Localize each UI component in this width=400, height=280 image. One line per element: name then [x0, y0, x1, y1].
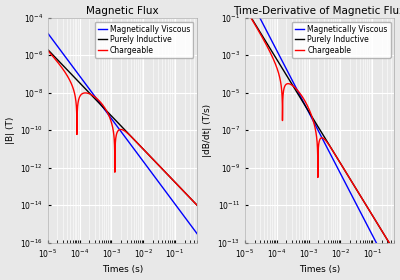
Magnetically Viscous: [315, 128, 320, 131]
Magnetically Viscous: [388, 268, 392, 271]
Line: Magnetically Viscous: Magnetically Viscous: [48, 33, 197, 234]
Purely Inductive: [315, 124, 320, 128]
Chargeable: [195, 204, 200, 207]
Chargeable: [114, 132, 119, 136]
Chargeable: [242, 6, 247, 10]
Chargeable: [190, 199, 195, 203]
Magnetically Viscous: [360, 215, 365, 218]
Chargeable: [311, 120, 316, 124]
Chargeable: [53, 58, 58, 61]
Y-axis label: |B| (T): |B| (T): [6, 116, 14, 144]
Chargeable: [118, 128, 123, 131]
Line: Chargeable: Chargeable: [245, 8, 394, 251]
Magnetically Viscous: [195, 232, 200, 236]
Chargeable: [360, 198, 365, 201]
Purely Inductive: [242, 6, 247, 9]
Line: Magnetically Viscous: Magnetically Viscous: [245, 0, 394, 278]
Purely Inductive: [118, 124, 123, 127]
Title: Magnetic Flux: Magnetic Flux: [86, 6, 159, 16]
Magnetically Viscous: [53, 42, 58, 45]
Magnetically Viscous: [190, 226, 195, 230]
Purely Inductive: [388, 243, 392, 246]
Y-axis label: |dB/dt| (T/s): |dB/dt| (T/s): [203, 104, 212, 157]
Purely Inductive: [190, 199, 195, 203]
X-axis label: Times (s): Times (s): [102, 265, 143, 274]
Purely Inductive: [250, 18, 255, 22]
Magnetically Viscous: [250, 2, 255, 5]
Purely Inductive: [53, 56, 58, 59]
Chargeable: [163, 171, 168, 174]
Purely Inductive: [360, 198, 365, 201]
Title: Time-Derivative of Magnetic Flux: Time-Derivative of Magnetic Flux: [234, 6, 400, 16]
Magnetically Viscous: [114, 124, 119, 127]
Chargeable: [190, 199, 195, 202]
Purely Inductive: [45, 48, 50, 51]
Magnetically Viscous: [45, 31, 50, 35]
Legend: Magnetically Viscous, Purely Inductive, Chargeable: Magnetically Viscous, Purely Inductive, …: [95, 22, 194, 58]
Magnetically Viscous: [163, 190, 168, 193]
Purely Inductive: [311, 118, 316, 121]
Legend: Magnetically Viscous, Purely Inductive, Chargeable: Magnetically Viscous, Purely Inductive, …: [292, 22, 391, 58]
Purely Inductive: [392, 250, 397, 253]
Chargeable: [250, 19, 255, 22]
Magnetically Viscous: [388, 268, 392, 271]
Magnetically Viscous: [311, 120, 316, 123]
Line: Purely Inductive: Purely Inductive: [48, 50, 197, 206]
Purely Inductive: [388, 242, 392, 246]
Purely Inductive: [195, 204, 200, 207]
Chargeable: [45, 49, 50, 52]
Chargeable: [388, 243, 392, 246]
Line: Chargeable: Chargeable: [48, 50, 197, 206]
Purely Inductive: [114, 120, 119, 123]
X-axis label: Times (s): Times (s): [299, 265, 340, 274]
Magnetically Viscous: [190, 227, 195, 230]
Chargeable: [315, 151, 320, 154]
Purely Inductive: [190, 199, 195, 202]
Line: Purely Inductive: Purely Inductive: [245, 8, 394, 251]
Purely Inductive: [163, 171, 168, 174]
Magnetically Viscous: [392, 276, 397, 279]
Chargeable: [388, 242, 392, 246]
Magnetically Viscous: [118, 129, 123, 132]
Chargeable: [392, 250, 397, 253]
